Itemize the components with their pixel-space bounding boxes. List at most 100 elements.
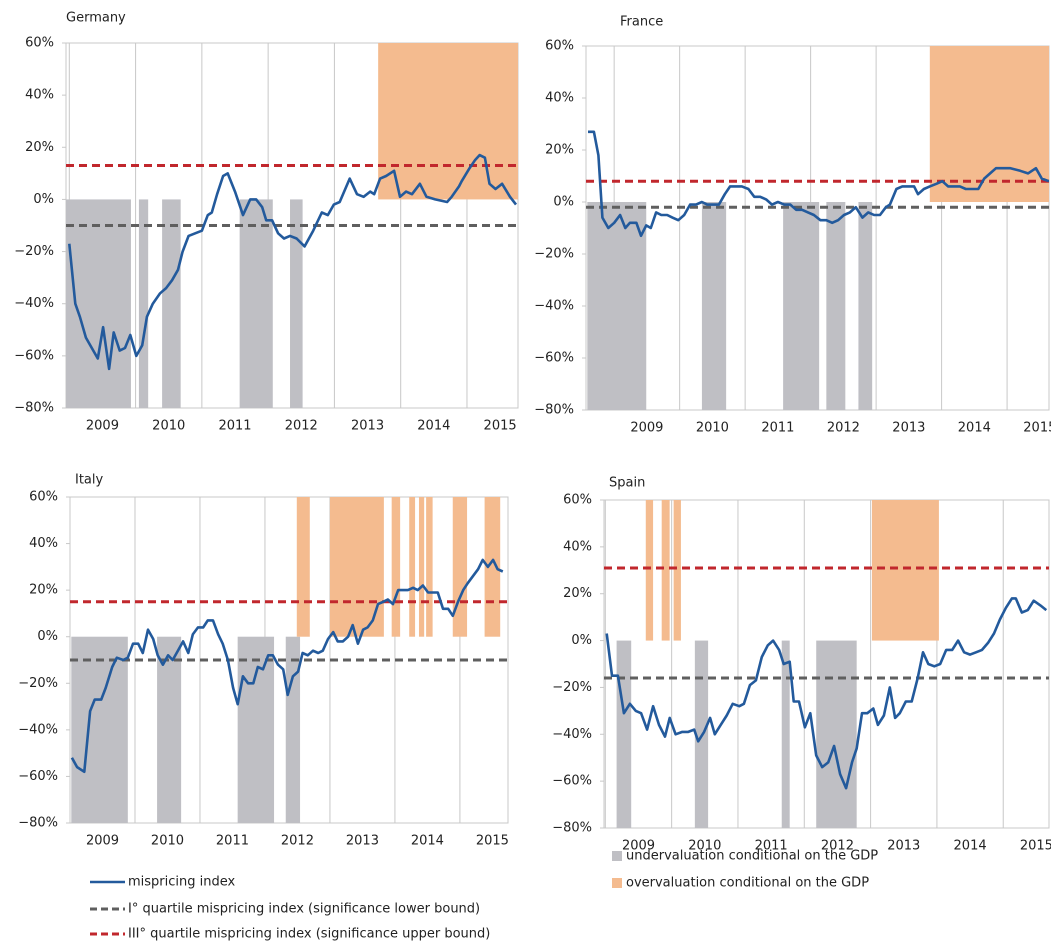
x-tick-label: 2014 xyxy=(417,419,450,434)
mispricing-line xyxy=(68,153,518,371)
x-tick-label: 2009 xyxy=(630,421,663,436)
y-tick-label: 20% xyxy=(29,583,58,598)
legend-label: mispricing index xyxy=(128,875,236,890)
x-tick-label: 2009 xyxy=(86,419,119,434)
undervaluation-band xyxy=(826,202,846,410)
x-tick-label: 2012 xyxy=(821,839,854,854)
undervaluation-band xyxy=(239,199,273,408)
y-tick-label: −40% xyxy=(534,299,574,314)
y-tick-label: 0% xyxy=(37,629,58,644)
y-tick-label: −80% xyxy=(552,821,592,836)
overvaluation-band xyxy=(452,497,468,637)
mispricing-line xyxy=(588,130,1049,238)
overvaluation-band xyxy=(296,497,310,637)
y-tick-label: 0% xyxy=(553,195,574,210)
overvaluation-band xyxy=(378,43,518,200)
legend-label: undervaluation conditional on the GDP xyxy=(626,849,878,864)
x-tick-label: 2015 xyxy=(1020,839,1051,854)
panel-title: Spain xyxy=(609,476,645,491)
x-tick-label: 2014 xyxy=(958,421,991,436)
y-tick-label: −40% xyxy=(552,727,592,742)
plot-area xyxy=(586,46,1049,410)
y-tick-label: −60% xyxy=(552,774,592,789)
panel-title: Germany xyxy=(66,11,126,26)
overvaluation-band xyxy=(871,500,939,641)
legend-swatch xyxy=(612,851,622,861)
x-tick-label: 2009 xyxy=(86,834,119,849)
undervaluation-band xyxy=(816,640,857,828)
panel-title: Italy xyxy=(75,473,104,488)
undervaluation-band xyxy=(616,640,632,828)
y-tick-label: −60% xyxy=(534,351,574,366)
y-tick-label: 40% xyxy=(563,539,592,554)
overvaluation-band xyxy=(409,497,416,637)
y-tick-label: 20% xyxy=(545,143,574,158)
x-tick-label: 2010 xyxy=(688,839,721,854)
legend-label: III° quartile mispricing index (signific… xyxy=(128,927,490,942)
x-tick-label: 2013 xyxy=(351,419,384,434)
undervaluation-band xyxy=(781,640,790,828)
y-tick-label: −20% xyxy=(18,676,58,691)
y-tick-label: −60% xyxy=(18,769,58,784)
legend-swatch xyxy=(612,878,622,888)
undervaluation-band xyxy=(285,636,301,823)
x-tick-label: 2015 xyxy=(484,419,517,434)
y-tick-label: 40% xyxy=(29,536,58,551)
plot-area xyxy=(604,500,1049,828)
x-tick-label: 2014 xyxy=(954,839,987,854)
x-tick-label: 2013 xyxy=(892,421,925,436)
legend-label: overvaluation conditional on the GDP xyxy=(626,876,869,891)
y-tick-label: 0% xyxy=(571,633,592,648)
undervaluation-band xyxy=(237,636,275,823)
x-tick-label: 2015 xyxy=(476,834,509,849)
x-tick-label: 2011 xyxy=(216,834,249,849)
undervaluation-band xyxy=(66,199,131,408)
y-tick-label: −20% xyxy=(14,244,54,259)
x-tick-label: 2010 xyxy=(696,421,729,436)
undervaluation-band xyxy=(71,636,128,823)
undervaluation-band xyxy=(138,199,149,408)
x-tick-label: 2010 xyxy=(151,834,184,849)
y-tick-label: −40% xyxy=(14,296,54,311)
undervaluation-band xyxy=(162,199,181,408)
y-tick-label: 20% xyxy=(563,586,592,601)
y-tick-label: 60% xyxy=(545,39,574,54)
x-tick-label: 2012 xyxy=(285,419,318,434)
overvaluation-band xyxy=(426,497,433,637)
overvaluation-band xyxy=(329,497,384,637)
overvaluation-band xyxy=(391,497,401,637)
y-tick-label: −80% xyxy=(534,403,574,418)
mispricing-line xyxy=(605,597,1048,790)
panel: Germany 60% 40% 20% 0% −20% −40% −60% −80% 2009 20… xyxy=(14,11,519,434)
x-tick-label: 2009 xyxy=(622,839,655,854)
undervaluation-band xyxy=(290,199,303,408)
x-tick-label: 2012 xyxy=(827,421,860,436)
legend-label: I° quartile mispricing index (significan… xyxy=(128,902,480,917)
y-tick-label: 60% xyxy=(29,490,58,505)
x-tick-label: 2011 xyxy=(761,421,794,436)
overvaluation-band xyxy=(929,46,1049,202)
x-tick-label: 2012 xyxy=(281,834,314,849)
undervaluation-band xyxy=(783,202,820,410)
plot-area xyxy=(66,43,518,408)
overvaluation-band xyxy=(418,497,425,637)
x-tick-label: 2010 xyxy=(152,419,185,434)
overvaluation-band xyxy=(661,500,670,641)
panel-title: France xyxy=(620,15,663,30)
x-tick-label: 2011 xyxy=(218,419,251,434)
panel: Spain 60% 40% 20% 0% −20% −40% −60% −80% 2009 2010… xyxy=(552,476,1051,854)
y-tick-label: −40% xyxy=(18,722,58,737)
y-tick-label: 40% xyxy=(545,91,574,106)
y-tick-label: −60% xyxy=(14,348,54,363)
y-tick-label: −80% xyxy=(14,401,54,416)
y-tick-label: 20% xyxy=(25,140,54,155)
panel: France 60% 40% 20% 0% −20% −40% −60% −80% 2009 201… xyxy=(534,15,1051,436)
overvaluation-band xyxy=(673,500,681,641)
x-tick-label: 2013 xyxy=(887,839,920,854)
panel: Italy 60% 40% 20% 0% −20% −40% −60% −80% 2009 2010… xyxy=(18,473,509,849)
plot-area xyxy=(70,497,508,823)
undervaluation-band xyxy=(701,202,727,410)
mispricing-line xyxy=(70,558,504,774)
